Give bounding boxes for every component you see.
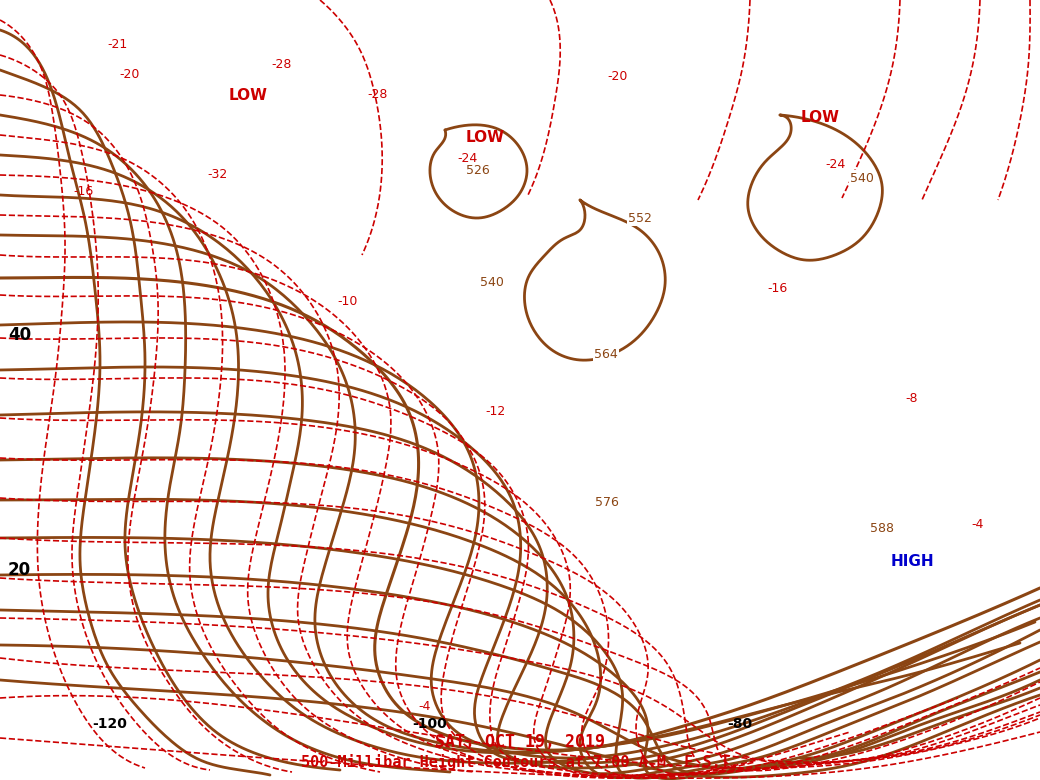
Text: -100: -100 (413, 717, 447, 731)
Text: 540: 540 (850, 172, 874, 185)
Text: -4: -4 (419, 700, 432, 713)
Text: -28: -28 (271, 58, 292, 71)
Text: 500-Millibar Height Contours at 7:00 A.M. E.S.T.: 500-Millibar Height Contours at 7:00 A.M… (301, 754, 739, 770)
Text: 526: 526 (466, 164, 490, 176)
Text: 576: 576 (595, 495, 619, 509)
Text: -80: -80 (727, 717, 753, 731)
Text: 20: 20 (8, 561, 31, 579)
Text: -10: -10 (338, 295, 358, 308)
Text: -24: -24 (458, 152, 478, 165)
Text: -28: -28 (368, 88, 388, 101)
Text: -8: -8 (906, 392, 918, 405)
Text: -24: -24 (825, 158, 846, 171)
Text: 540: 540 (480, 275, 504, 289)
Text: LOW: LOW (229, 87, 267, 102)
Text: -32: -32 (208, 168, 228, 181)
Text: HIGH: HIGH (890, 555, 934, 569)
Text: -20: -20 (607, 70, 628, 83)
Text: 40: 40 (8, 326, 31, 344)
Text: 588: 588 (870, 522, 894, 534)
Text: SAT, OCT 19, 2019: SAT, OCT 19, 2019 (435, 733, 605, 751)
Text: LOW: LOW (466, 130, 504, 146)
Text: -4: -4 (971, 518, 984, 531)
Text: -120: -120 (93, 717, 128, 731)
Text: -16: -16 (768, 282, 788, 295)
Text: -21: -21 (108, 38, 128, 51)
Text: -20: -20 (120, 68, 140, 81)
Text: LOW: LOW (801, 111, 839, 126)
Text: 552: 552 (628, 211, 652, 225)
Text: -12: -12 (485, 405, 505, 418)
Text: -16: -16 (73, 185, 94, 198)
Text: 564: 564 (594, 349, 618, 361)
